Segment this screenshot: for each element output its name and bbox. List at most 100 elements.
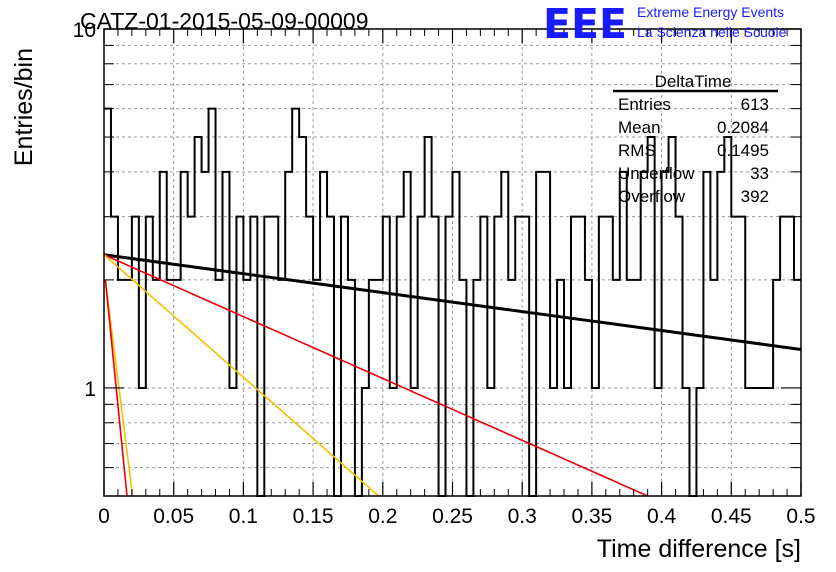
y-axis-label: Entries/bin bbox=[10, 48, 38, 166]
histogram-bin bbox=[306, 217, 313, 496]
histogram-bin bbox=[606, 217, 613, 496]
histogram-bin bbox=[787, 217, 794, 496]
histogram-bin bbox=[676, 217, 683, 496]
x-tick-label: 0.2 bbox=[368, 505, 397, 528]
histogram-bin bbox=[153, 280, 160, 496]
axis-ticks bbox=[103, 28, 802, 496]
stats-row-label: RMS bbox=[618, 141, 656, 160]
histogram-bin bbox=[195, 137, 202, 496]
histogram-bin bbox=[229, 388, 236, 496]
histogram-bin bbox=[202, 172, 209, 496]
x-tick-label: 0.5 bbox=[786, 505, 815, 528]
eee-logo: EEE Extreme Energy Events La Scienza nel… bbox=[543, 0, 787, 48]
histogram-bin bbox=[243, 280, 250, 496]
logo-line-2: La Scienza nelle Scuole bbox=[637, 24, 787, 40]
histogram-bin bbox=[620, 172, 627, 496]
logo-line-1: Extreme Energy Events bbox=[637, 4, 784, 20]
chart-title: CATZ-01-2015-05-09-00009 bbox=[80, 8, 369, 34]
x-axis-label: Time difference [s] bbox=[597, 535, 801, 563]
histogram-bin bbox=[752, 388, 759, 496]
histogram-bin bbox=[299, 137, 306, 496]
histogram-bin bbox=[724, 137, 731, 496]
x-tick-label: 0.05 bbox=[153, 505, 194, 528]
histogram-bin bbox=[236, 217, 243, 496]
fit-lines bbox=[103, 253, 802, 497]
histogram-bin bbox=[717, 172, 724, 496]
histogram-bin bbox=[216, 280, 223, 496]
histogram-bin bbox=[250, 217, 257, 496]
histogram-bin bbox=[627, 280, 634, 496]
histogram-bin bbox=[731, 217, 738, 496]
x-tick-label: 0.3 bbox=[508, 505, 537, 528]
histogram-bin bbox=[738, 217, 745, 496]
histogram-bin bbox=[550, 388, 557, 496]
histogram-bin bbox=[494, 217, 501, 496]
histogram-bin bbox=[174, 280, 181, 496]
histogram-bin bbox=[599, 217, 606, 496]
fit-line-0 bbox=[103, 253, 802, 351]
histogram-bin bbox=[710, 280, 717, 496]
stats-row-value: 0.1495 bbox=[717, 141, 769, 160]
histogram-bin bbox=[390, 388, 397, 496]
y-tick-label: 10 bbox=[73, 19, 96, 42]
histogram-bin bbox=[188, 217, 195, 496]
histogram-bin bbox=[446, 217, 453, 496]
histogram-bin bbox=[557, 280, 564, 496]
fit-line-2 bbox=[103, 254, 380, 497]
fit-line-1 bbox=[103, 254, 648, 497]
histogram-bin bbox=[634, 280, 641, 496]
grid bbox=[104, 29, 801, 496]
histogram-bin bbox=[773, 280, 780, 496]
histogram-bin bbox=[432, 217, 439, 496]
histogram-bin bbox=[508, 280, 515, 496]
histogram-bin bbox=[181, 172, 188, 496]
histogram-bin bbox=[571, 217, 578, 496]
stats-row-label: Underflow bbox=[618, 164, 695, 183]
histogram-bin bbox=[780, 217, 787, 496]
stats-row-label: Mean bbox=[618, 118, 661, 137]
stats-box: DeltaTime Entries 613 Mean 0.2084 RMS 0.1495 U… bbox=[613, 72, 778, 206]
stats-row-value: 613 bbox=[741, 95, 769, 114]
plot-frame-bg bbox=[104, 29, 801, 496]
eee-logo-mark: EEE bbox=[543, 0, 627, 48]
histogram-bin bbox=[425, 137, 432, 496]
histogram-bin bbox=[341, 217, 348, 496]
histogram-bin bbox=[285, 172, 292, 496]
tick-labels: 0 0.05 0.1 0.15 0.2 0.25 0.3 0.35 0.4 0.45 0.5 1 10 bbox=[73, 19, 816, 528]
histogram-bin bbox=[411, 388, 418, 496]
histogram-bin bbox=[139, 388, 146, 496]
histogram-bin bbox=[766, 388, 773, 496]
histogram-bin bbox=[564, 388, 571, 496]
x-tick-label: 0.45 bbox=[711, 505, 752, 528]
x-tick-label: 0 bbox=[98, 505, 110, 528]
histogram-bin bbox=[515, 217, 522, 496]
histogram-bin bbox=[543, 172, 550, 496]
histogram-bin bbox=[376, 280, 383, 496]
histogram-bin bbox=[522, 217, 529, 496]
histogram-bin bbox=[683, 388, 690, 496]
stats-row-label: Overflow bbox=[618, 187, 686, 206]
histogram-bin bbox=[480, 217, 487, 496]
histogram-bin bbox=[487, 388, 494, 496]
histogram-bin bbox=[759, 388, 766, 496]
histogram-bin bbox=[703, 172, 710, 496]
histogram-bin bbox=[578, 217, 585, 496]
histogram-bin bbox=[383, 217, 390, 496]
histogram-bin bbox=[397, 217, 404, 496]
histogram-bin bbox=[160, 172, 167, 496]
histogram-bin bbox=[459, 280, 466, 496]
x-tick-label: 0.15 bbox=[293, 505, 334, 528]
histogram-bin bbox=[501, 172, 508, 496]
stats-row-value: 0.2084 bbox=[717, 118, 769, 137]
x-tick-label: 0.1 bbox=[229, 505, 258, 528]
histogram-bin bbox=[641, 172, 648, 496]
x-tick-label: 0.4 bbox=[647, 505, 677, 528]
histogram-bin bbox=[655, 388, 662, 496]
histogram-bin bbox=[348, 280, 355, 496]
histogram-bin bbox=[473, 280, 480, 496]
stats-row-value: 33 bbox=[750, 164, 769, 183]
histogram-bin bbox=[745, 388, 752, 496]
histogram-bin bbox=[585, 280, 592, 496]
